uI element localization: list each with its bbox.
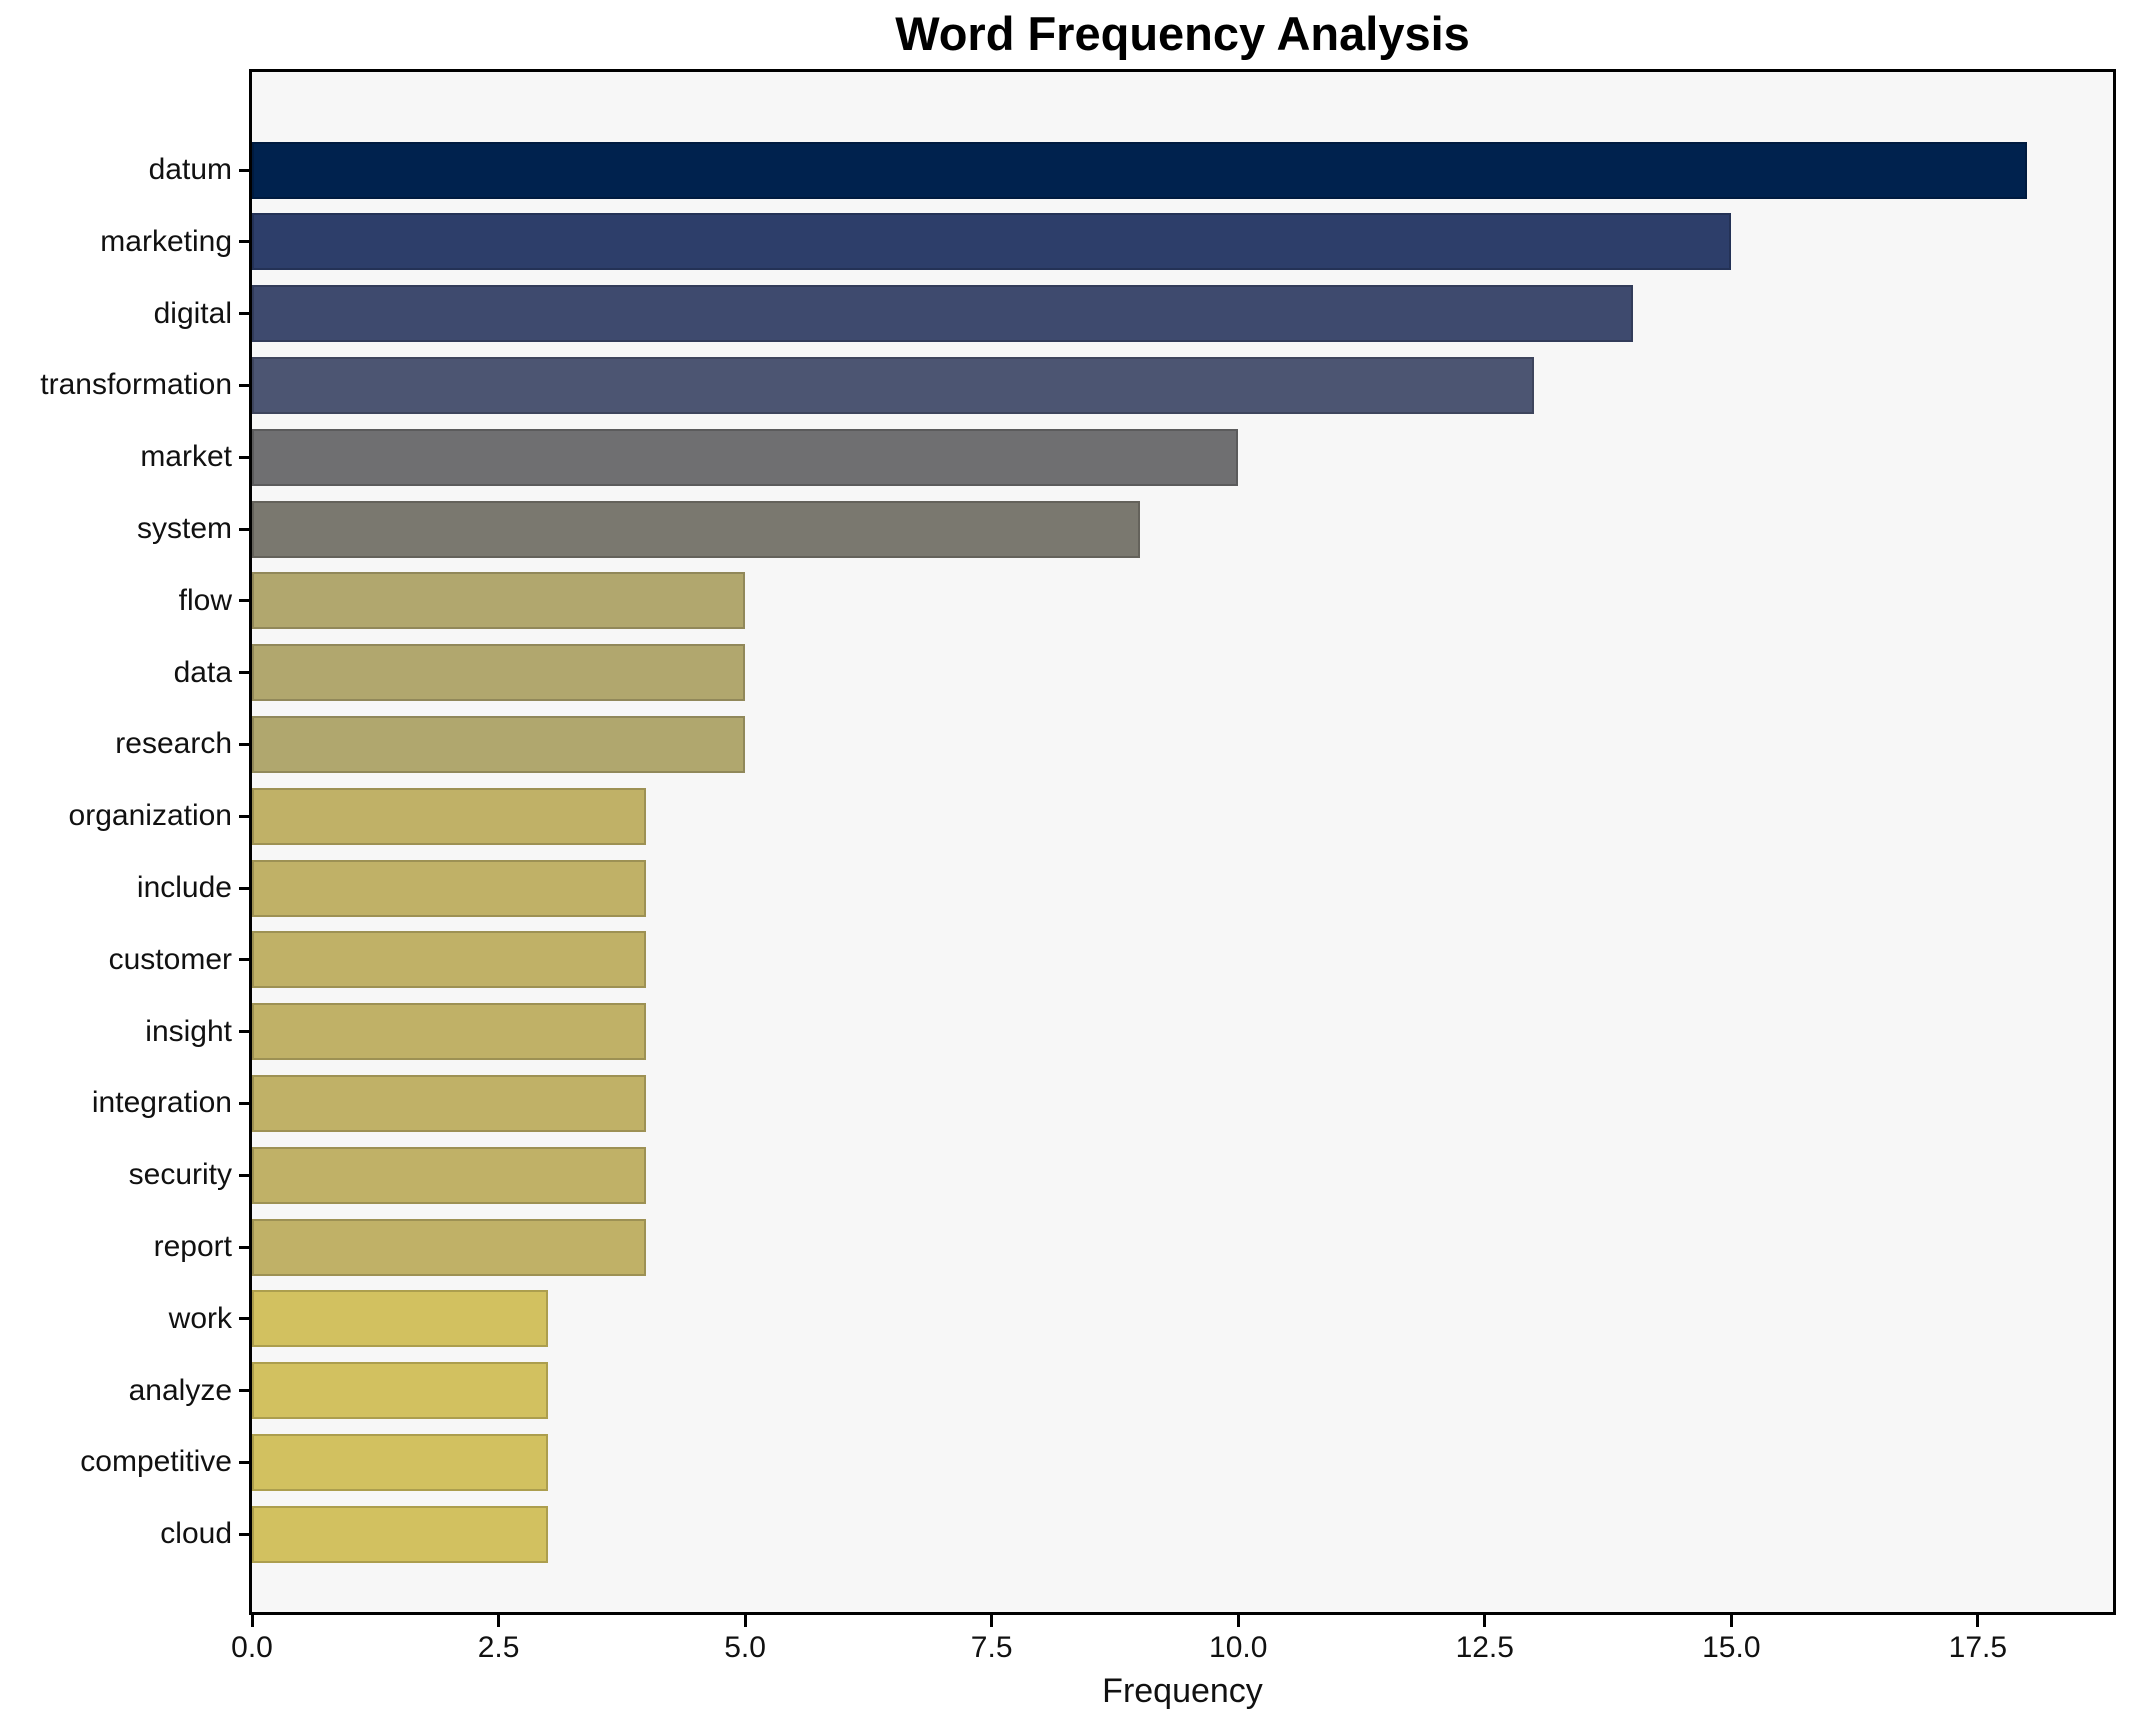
bar-include — [252, 859, 647, 917]
y-tick-label-system: system — [136, 512, 232, 545]
y-tick-mark — [239, 383, 249, 387]
x-tick-label-0.0: 0.0 — [231, 1631, 273, 1664]
y-tick-label-insight: insight — [145, 1014, 232, 1048]
x-tick-label-5.0: 5.0 — [724, 1631, 766, 1664]
y-tick-label-competitive: competitive — [80, 1445, 232, 1479]
y-tick-mark — [239, 814, 249, 818]
bar-data — [252, 644, 746, 702]
y-tick-label-flow: flow — [178, 583, 232, 617]
y-tick-mark — [239, 886, 249, 890]
y-tick-label-data: data — [173, 655, 232, 689]
bar-cloud — [252, 1505, 548, 1563]
y-tick-label-security: security — [128, 1158, 232, 1192]
x-tick-mark — [1236, 1615, 1240, 1627]
x-tick-label-7.5: 7.5 — [970, 1631, 1013, 1664]
y-tick-mark — [239, 1389, 249, 1393]
y-tick-label-work: work — [168, 1301, 232, 1335]
bar-integration — [252, 1074, 647, 1132]
x-tick-mark — [1483, 1615, 1487, 1627]
y-tick-mark — [239, 1173, 249, 1177]
y-tick-mark — [239, 1532, 249, 1536]
x-tick-label-10.0: 10.0 — [1209, 1631, 1268, 1664]
x-tick-label-12.5: 12.5 — [1455, 1631, 1514, 1664]
bar-insight — [252, 1003, 647, 1061]
y-tick-mark — [239, 1460, 249, 1464]
y-tick-label-customer: customer — [108, 942, 232, 976]
y-tick-label-include: include — [136, 871, 232, 904]
y-tick-label-report: report — [153, 1230, 232, 1263]
bar-analyze — [252, 1362, 548, 1420]
y-tick-label-research: research — [115, 727, 232, 761]
bar-datum — [252, 141, 2028, 199]
y-tick-mark — [239, 958, 249, 962]
bar-research — [252, 715, 746, 773]
x-tick-mark — [1729, 1615, 1733, 1627]
y-tick-mark — [239, 742, 249, 746]
bar-competitive — [252, 1433, 548, 1491]
y-tick-mark — [239, 168, 249, 172]
chart-title: Word Frequency Analysis — [895, 7, 1470, 60]
x-tick-mark — [990, 1615, 994, 1627]
x-axis-label: Frequency — [1102, 1672, 1263, 1710]
y-tick-label-transformation: transformation — [40, 368, 232, 402]
x-tick-mark — [497, 1615, 501, 1627]
y-tick-label-market: market — [140, 440, 232, 474]
y-tick-mark — [239, 599, 249, 603]
x-tick-mark — [743, 1615, 747, 1627]
bar-customer — [252, 931, 647, 989]
y-tick-mark — [239, 1317, 249, 1321]
plot-area — [249, 69, 2116, 1615]
bar-digital — [252, 285, 1633, 343]
y-tick-label-analyze: analyze — [128, 1373, 232, 1407]
bar-system — [252, 500, 1140, 558]
y-tick-mark — [239, 671, 249, 675]
bar-report — [252, 1218, 647, 1276]
y-tick-mark — [239, 240, 249, 244]
x-tick-mark — [250, 1615, 254, 1627]
x-tick-label-2.5: 2.5 — [477, 1631, 520, 1664]
bar-flow — [252, 572, 746, 630]
y-tick-mark — [239, 1101, 249, 1105]
x-tick-mark — [1976, 1615, 1980, 1627]
bar-work — [252, 1290, 548, 1348]
x-tick-label-15.0: 15.0 — [1702, 1631, 1761, 1664]
y-tick-mark — [239, 455, 249, 459]
y-tick-label-organization: organization — [68, 799, 232, 833]
y-tick-mark — [239, 312, 249, 316]
x-tick-label-17.5: 17.5 — [1948, 1631, 2008, 1664]
bar-security — [252, 1146, 647, 1204]
y-tick-mark — [239, 1245, 249, 1249]
y-tick-label-digital: digital — [153, 296, 232, 330]
y-tick-label-datum: datum — [148, 153, 232, 186]
bar-transformation — [252, 356, 1535, 414]
y-tick-label-cloud: cloud — [160, 1517, 232, 1551]
y-tick-label-integration: integration — [91, 1086, 232, 1120]
y-tick-label-marketing: marketing — [100, 224, 232, 258]
y-tick-mark — [239, 527, 249, 531]
bar-marketing — [252, 213, 1732, 271]
bar-organization — [252, 787, 647, 845]
y-tick-mark — [239, 1030, 249, 1034]
bar-market — [252, 428, 1239, 486]
